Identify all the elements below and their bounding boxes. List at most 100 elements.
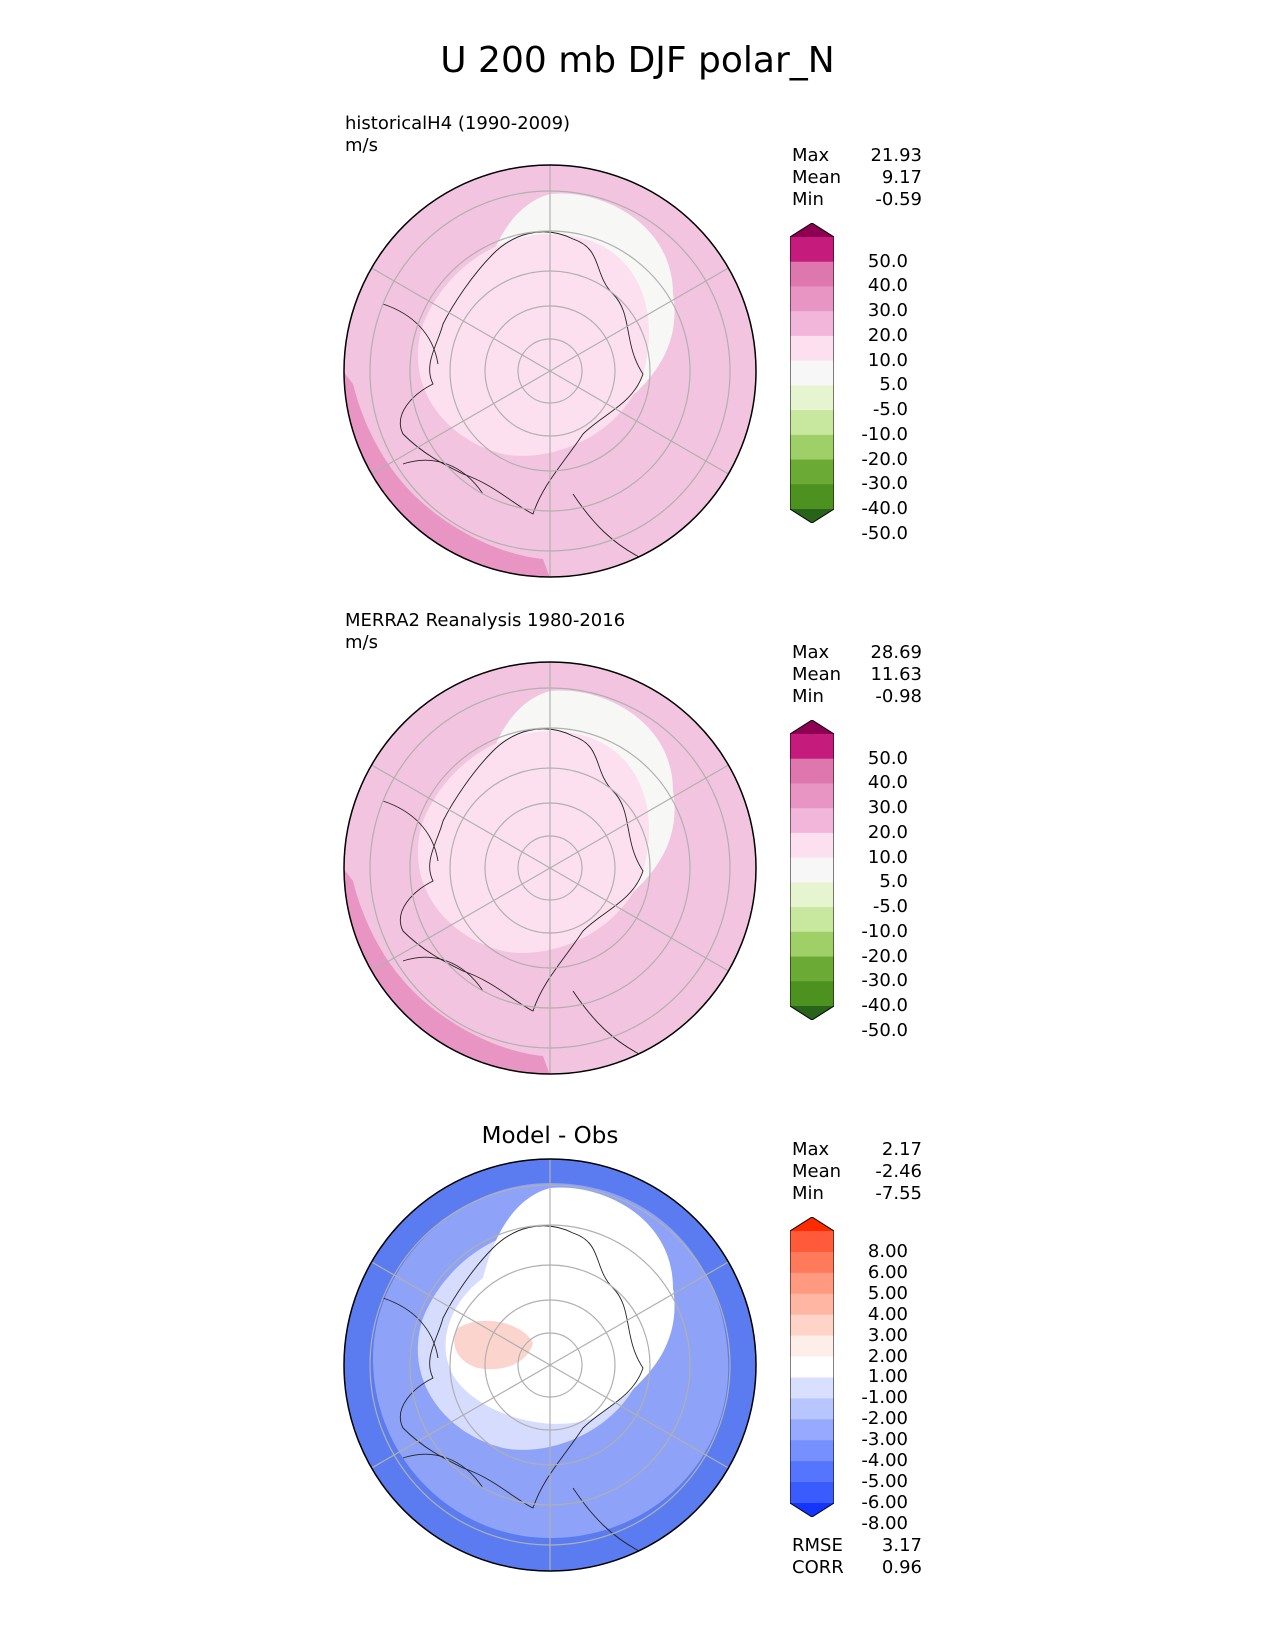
field-region-pacific-jet — [344, 371, 550, 577]
map-border — [343, 661, 757, 1075]
colorbar-tick-label: 5.0 — [879, 374, 908, 396]
colorbar-extend-top — [790, 1217, 834, 1231]
colorbar-tick-label: -6.00 — [861, 1492, 908, 1513]
stat-mean: Mean -2.46 — [792, 1161, 922, 1183]
colorbar-segment — [790, 286, 834, 312]
stat-min: Min -7.55 — [792, 1183, 922, 1205]
colorbar-tick-label: 30.0 — [867, 797, 908, 819]
field-region-positive-patch — [454, 1320, 533, 1370]
field-region-inner-ring — [417, 234, 649, 456]
colorbar-tick-label: -2.00 — [861, 1408, 908, 1430]
meridian-line — [367, 1364, 551, 1471]
colorbar-extend-bottom — [790, 509, 834, 523]
colorbar-test — [790, 223, 834, 523]
stat-label: RMSE — [792, 1535, 843, 1556]
meridian-line — [549, 1364, 733, 1471]
meridian-line — [367, 1259, 551, 1366]
colorbar-tick-label: 3.00 — [867, 1324, 908, 1346]
colorbar-tick-label: -3.00 — [861, 1429, 908, 1451]
stat-value: 21.93 — [870, 145, 922, 166]
colorbar-segment — [790, 459, 834, 485]
stat-value: -7.55 — [875, 1183, 922, 1204]
panel-ref: MERRA2 Reanalysis 1980-2016 m/s Max 28.69… — [0, 0, 1275, 1075]
colorbar-segment — [790, 360, 834, 386]
stat-value: 2.17 — [881, 1139, 922, 1160]
colorbar-segment — [790, 1231, 834, 1253]
stat-label: Min — [792, 686, 824, 707]
stat-label: Mean — [792, 167, 842, 188]
meridian-line — [367, 762, 551, 869]
colorbar-segment — [790, 734, 834, 760]
meridian-line — [549, 762, 733, 869]
stat-value: -2.46 — [875, 1161, 922, 1182]
colorbar-tick-label: 40.0 — [867, 275, 908, 297]
stats-ref: Max 28.69 Mean 11.63 Min -0.98 — [792, 642, 922, 708]
polar-map-diff — [343, 1158, 757, 1572]
field-layer — [344, 1159, 756, 1571]
colorbar-segment — [790, 783, 834, 809]
stat-value: -0.98 — [875, 686, 922, 707]
stat-value: 9.17 — [881, 167, 922, 188]
stats-diff: Max 2.17 Mean -2.46 Min -7.55 — [792, 1139, 922, 1205]
colorbar-segment — [790, 1335, 834, 1358]
field-region-inner-ring — [417, 731, 649, 953]
panel-ref-title: MERRA2 Reanalysis 1980-2016 m/s — [345, 610, 625, 654]
field-region-pacific-jet — [344, 868, 550, 1074]
colorbar-tick-label: 4.00 — [867, 1303, 908, 1325]
stat-mean: Mean 11.63 — [792, 664, 922, 686]
stat-label: Max — [792, 642, 830, 663]
stat-corr: CORR 0.96 — [792, 1557, 922, 1579]
colorbar-tick-label: -1.00 — [861, 1387, 908, 1409]
colorbar-tick-label: 40.0 — [867, 772, 908, 794]
colorbar-tick-label: 1.00 — [867, 1366, 908, 1388]
colorbar-extend-bottom — [790, 1503, 834, 1517]
stat-mean: Mean 9.17 — [792, 167, 922, 189]
stat-label: Min — [792, 189, 824, 210]
stat-label: Min — [792, 1183, 824, 1204]
colorbar-tick-label: -50.0 — [861, 522, 908, 544]
colorbar-segment — [790, 484, 834, 510]
meridian-line — [367, 867, 551, 974]
panel-test-title-line1: historicalH4 (1990-2009) — [345, 113, 571, 134]
colorbar-tick-label: -50.0 — [861, 1019, 908, 1041]
colorbar-segment — [790, 434, 834, 461]
panel-diff: Model - Obs Max 2.17 Mean -2.46 Min -7.55 8… — [0, 0, 1275, 1578]
colorbar-segment — [790, 311, 834, 337]
colorbar-segment — [790, 758, 834, 784]
colorbar-tick-label: -20.0 — [861, 945, 908, 967]
stat-min: Min -0.98 — [792, 686, 922, 708]
colorbar-tick-label: 10.0 — [867, 349, 908, 371]
colorbar-segment — [790, 261, 834, 287]
colorbar-tick-label: -8.00 — [861, 1512, 908, 1534]
colorbar-segment — [790, 1482, 834, 1504]
stat-max: Max 21.93 — [792, 145, 922, 167]
panel-test-title: historicalH4 (1990-2009) m/s — [345, 113, 570, 157]
stat-min: Min -0.59 — [792, 189, 922, 211]
colorbar-tick-label: 8.00 — [867, 1240, 908, 1262]
colorbar-segment — [790, 857, 834, 883]
colorbar-tick-label: -5.00 — [861, 1471, 908, 1493]
colorbar-segment — [790, 335, 834, 362]
polar-map-test — [343, 164, 757, 578]
colorbar-tick-label: 30.0 — [867, 300, 908, 322]
colorbar-segment — [790, 410, 834, 436]
meridian-line — [367, 265, 551, 372]
map-border — [343, 1158, 757, 1572]
stat-value: -0.59 — [875, 189, 922, 210]
colorbar-segment — [790, 1251, 834, 1274]
colorbar-segment — [790, 1377, 834, 1399]
colorbar-tick-label: 50.0 — [867, 747, 908, 769]
colorbar-tick-label: 5.00 — [867, 1282, 908, 1304]
error-stats-diff: RMSE 3.17 CORR 0.96 — [792, 1535, 922, 1579]
stat-label: Max — [792, 145, 830, 166]
coastline — [382, 800, 644, 1057]
colorbar-tick-label: -30.0 — [861, 473, 908, 495]
colorbar-tick-label: 20.0 — [867, 821, 908, 843]
stat-label: Max — [792, 1139, 830, 1160]
panel-ref-units: m/s — [345, 632, 378, 653]
colorbar-tick-label: 2.00 — [867, 1345, 908, 1367]
colorbar-tick-label: -10.0 — [861, 920, 908, 942]
colorbar-tick-label: -5.0 — [872, 896, 908, 918]
panel-test: historicalH4 (1990-2009) m/s Max 21.93 Me… — [0, 0, 1275, 578]
colorbar-segment — [790, 1314, 834, 1337]
